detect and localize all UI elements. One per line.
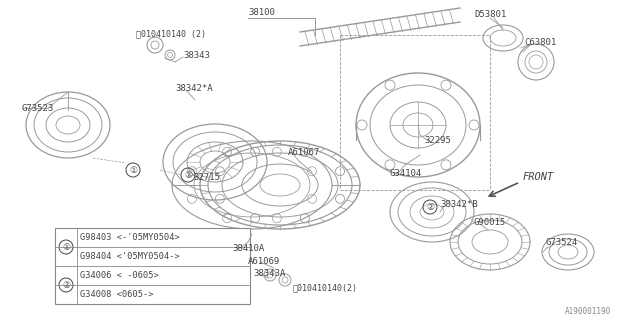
Text: G34008 <0605->: G34008 <0605-> xyxy=(80,290,154,299)
Text: G34104: G34104 xyxy=(390,169,422,178)
Text: A61067: A61067 xyxy=(288,148,320,156)
Text: Ⓑ010410140(2): Ⓑ010410140(2) xyxy=(293,284,358,292)
Text: D53801: D53801 xyxy=(474,10,506,19)
FancyBboxPatch shape xyxy=(55,228,250,304)
Text: 32715: 32715 xyxy=(193,172,220,181)
Text: 38343: 38343 xyxy=(183,51,210,60)
Text: A190001190: A190001190 xyxy=(565,308,611,316)
Text: 38343A: 38343A xyxy=(253,269,285,278)
Text: Ⓑ010410140 (2): Ⓑ010410140 (2) xyxy=(136,29,206,38)
Text: G73523: G73523 xyxy=(22,103,54,113)
Text: A61069: A61069 xyxy=(248,258,280,267)
Text: ②: ② xyxy=(62,281,70,290)
Text: ②: ② xyxy=(426,203,434,212)
Text: 38342*B: 38342*B xyxy=(440,199,477,209)
Text: G34006 < -0605>: G34006 < -0605> xyxy=(80,271,159,280)
Text: C63801: C63801 xyxy=(524,37,556,46)
Text: 32295: 32295 xyxy=(424,135,451,145)
Text: G90015: G90015 xyxy=(473,218,505,227)
Text: FRONT: FRONT xyxy=(523,172,554,182)
Text: G98403 <-'05MY0504>: G98403 <-'05MY0504> xyxy=(80,233,180,242)
Text: ②: ② xyxy=(184,171,192,180)
Text: ①: ① xyxy=(129,165,137,174)
Text: 38410A: 38410A xyxy=(232,244,264,252)
Text: ①: ① xyxy=(62,243,70,252)
Text: 38100: 38100 xyxy=(248,7,275,17)
Text: G73524: G73524 xyxy=(545,237,577,246)
Text: 38342*A: 38342*A xyxy=(175,84,212,92)
Text: G98404 <'05MY0504->: G98404 <'05MY0504-> xyxy=(80,252,180,261)
